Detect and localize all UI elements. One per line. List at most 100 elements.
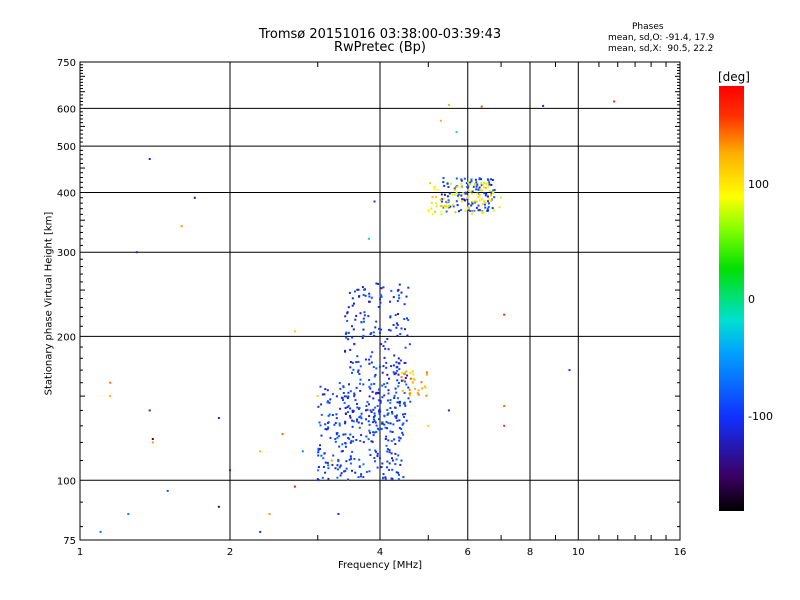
data-point — [455, 177, 458, 180]
x-tick-label: 2 — [227, 547, 233, 558]
data-point — [349, 366, 352, 369]
data-point — [453, 188, 456, 191]
data-point — [378, 408, 381, 411]
data-point — [455, 191, 458, 194]
data-point — [453, 187, 456, 190]
data-point — [490, 194, 492, 197]
data-point — [446, 195, 449, 198]
data-point — [423, 385, 426, 388]
data-point — [427, 209, 430, 212]
data-point — [381, 477, 384, 480]
data-point — [356, 420, 358, 423]
data-point — [403, 303, 406, 306]
data-point — [349, 416, 352, 419]
data-point — [463, 177, 466, 180]
data-point — [403, 318, 406, 320]
data-point — [384, 385, 387, 388]
data-point — [347, 411, 349, 413]
data-point — [377, 392, 380, 395]
data-point — [466, 206, 469, 209]
data-point — [395, 471, 398, 474]
data-point — [323, 393, 326, 396]
colorbar-tick: 0 — [748, 293, 755, 306]
data-point — [372, 366, 375, 368]
data-point — [490, 183, 493, 186]
data-point — [151, 438, 154, 440]
data-point — [387, 439, 390, 442]
data-point — [402, 422, 405, 425]
data-point — [389, 422, 392, 425]
data-point — [467, 185, 470, 188]
data-point — [487, 206, 490, 208]
data-point — [397, 362, 400, 365]
data-point — [362, 463, 365, 466]
data-point — [336, 436, 339, 439]
data-points — [99, 100, 616, 533]
data-point — [326, 389, 329, 392]
data-point — [391, 412, 394, 415]
data-point — [326, 461, 329, 464]
data-point — [473, 201, 476, 204]
y-tick-label: 75 — [63, 536, 76, 547]
data-point — [383, 356, 386, 359]
data-point — [384, 476, 387, 479]
data-point — [457, 193, 460, 196]
data-point — [386, 408, 389, 411]
data-point — [327, 414, 330, 417]
data-point — [353, 302, 355, 305]
data-point — [317, 405, 320, 408]
data-point — [372, 421, 374, 424]
data-point — [475, 181, 478, 184]
data-point — [398, 427, 401, 429]
data-point — [328, 413, 331, 416]
data-point — [293, 485, 296, 488]
data-point — [321, 393, 324, 396]
data-point — [394, 314, 397, 316]
data-point — [349, 433, 352, 436]
data-point — [482, 186, 485, 189]
data-point — [385, 366, 388, 369]
data-point — [358, 373, 361, 375]
data-point — [386, 450, 389, 453]
data-point — [229, 469, 231, 472]
data-point — [368, 448, 371, 451]
data-point — [409, 400, 412, 403]
data-point — [369, 355, 372, 358]
data-point — [393, 373, 396, 376]
data-point — [472, 200, 475, 203]
data-point — [478, 186, 481, 189]
data-point — [386, 373, 389, 376]
data-point — [477, 188, 480, 191]
data-point — [487, 179, 490, 182]
data-point — [487, 185, 490, 188]
data-point — [421, 387, 424, 390]
data-point — [397, 473, 400, 476]
data-point — [449, 205, 452, 208]
data-point — [348, 291, 351, 294]
data-point — [488, 198, 491, 201]
data-point — [404, 370, 407, 373]
data-point — [397, 294, 400, 297]
data-point — [443, 184, 446, 187]
data-point — [362, 476, 365, 479]
data-point — [317, 466, 320, 468]
data-point — [414, 387, 416, 390]
data-point — [406, 334, 409, 337]
data-point — [387, 422, 390, 425]
data-point — [442, 181, 445, 184]
data-point — [391, 459, 394, 462]
data-point — [351, 297, 354, 300]
data-point — [488, 183, 491, 186]
data-point — [394, 463, 397, 466]
data-point — [481, 189, 483, 192]
data-point — [331, 463, 334, 466]
data-point — [344, 420, 347, 423]
data-point — [387, 392, 390, 395]
data-point — [425, 394, 428, 397]
data-point — [478, 209, 481, 212]
data-point — [338, 435, 341, 438]
data-point — [400, 371, 403, 374]
data-point — [317, 454, 320, 457]
data-point — [466, 207, 469, 210]
data-point — [456, 204, 459, 207]
